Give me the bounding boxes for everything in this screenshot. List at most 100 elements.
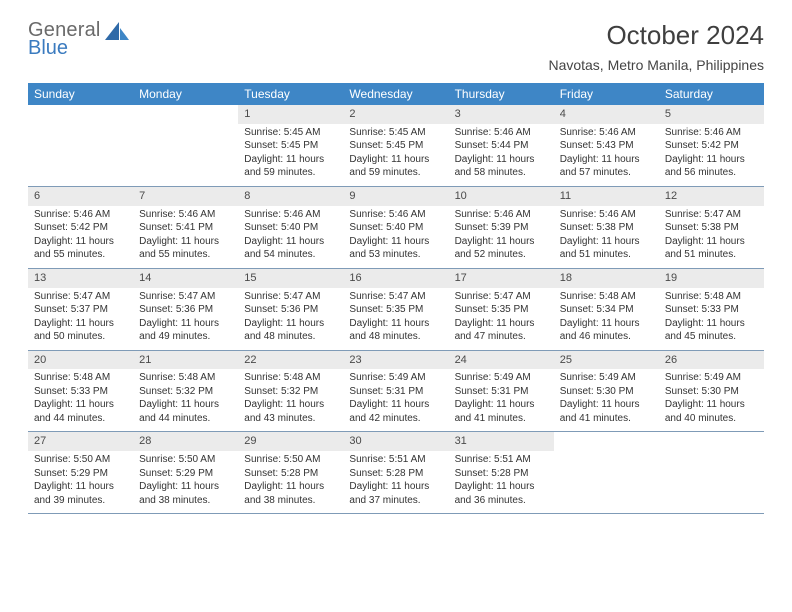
day-number: 26 — [659, 351, 764, 370]
sunset-text: Sunset: 5:28 PM — [244, 467, 337, 481]
sunset-text: Sunset: 5:41 PM — [139, 221, 232, 235]
brand-text: General Blue — [28, 20, 101, 58]
day-number: 11 — [554, 187, 659, 206]
calendar-cell: 16Sunrise: 5:47 AMSunset: 5:35 PMDayligh… — [343, 268, 448, 350]
calendar-cell: 7Sunrise: 5:46 AMSunset: 5:41 PMDaylight… — [133, 186, 238, 268]
daylight-text: Daylight: 11 hours and 51 minutes. — [560, 235, 653, 262]
day-body: Sunrise: 5:49 AMSunset: 5:30 PMDaylight:… — [554, 369, 659, 431]
sunrise-text: Sunrise: 5:46 AM — [349, 208, 442, 222]
daylight-text: Daylight: 11 hours and 39 minutes. — [34, 480, 127, 507]
sunrise-text: Sunrise: 5:47 AM — [244, 290, 337, 304]
calendar-cell-empty — [554, 432, 659, 514]
day-number: 25 — [554, 351, 659, 370]
calendar-cell: 23Sunrise: 5:49 AMSunset: 5:31 PMDayligh… — [343, 350, 448, 432]
day-body: Sunrise: 5:46 AMSunset: 5:38 PMDaylight:… — [554, 206, 659, 268]
calendar-cell-empty — [28, 105, 133, 186]
day-number: 14 — [133, 269, 238, 288]
daylight-text: Daylight: 11 hours and 38 minutes. — [244, 480, 337, 507]
sunset-text: Sunset: 5:40 PM — [349, 221, 442, 235]
day-body: Sunrise: 5:47 AMSunset: 5:38 PMDaylight:… — [659, 206, 764, 268]
day-body — [28, 125, 133, 181]
sunrise-text: Sunrise: 5:47 AM — [349, 290, 442, 304]
calendar-row: 27Sunrise: 5:50 AMSunset: 5:29 PMDayligh… — [28, 432, 764, 514]
sunrise-text: Sunrise: 5:47 AM — [665, 208, 758, 222]
day-number: 8 — [238, 187, 343, 206]
day-number: 4 — [554, 105, 659, 124]
sunrise-text: Sunrise: 5:46 AM — [34, 208, 127, 222]
day-body: Sunrise: 5:47 AMSunset: 5:36 PMDaylight:… — [133, 288, 238, 350]
day-body: Sunrise: 5:47 AMSunset: 5:35 PMDaylight:… — [449, 288, 554, 350]
day-number: 5 — [659, 105, 764, 124]
day-number: 20 — [28, 351, 133, 370]
sunrise-text: Sunrise: 5:49 AM — [665, 371, 758, 385]
calendar-cell-empty — [659, 432, 764, 514]
day-body: Sunrise: 5:50 AMSunset: 5:29 PMDaylight:… — [28, 451, 133, 513]
day-number: 22 — [238, 351, 343, 370]
calendar-body: 1Sunrise: 5:45 AMSunset: 5:45 PMDaylight… — [28, 105, 764, 514]
day-number: 19 — [659, 269, 764, 288]
day-body: Sunrise: 5:46 AMSunset: 5:44 PMDaylight:… — [449, 124, 554, 186]
sunrise-text: Sunrise: 5:51 AM — [349, 453, 442, 467]
calendar-cell: 9Sunrise: 5:46 AMSunset: 5:40 PMDaylight… — [343, 186, 448, 268]
sunset-text: Sunset: 5:43 PM — [560, 139, 653, 153]
day-number: 17 — [449, 269, 554, 288]
daylight-text: Daylight: 11 hours and 37 minutes. — [349, 480, 442, 507]
sunset-text: Sunset: 5:30 PM — [665, 385, 758, 399]
sunset-text: Sunset: 5:29 PM — [139, 467, 232, 481]
calendar-cell: 21Sunrise: 5:48 AMSunset: 5:32 PMDayligh… — [133, 350, 238, 432]
sunset-text: Sunset: 5:35 PM — [349, 303, 442, 317]
day-number: 9 — [343, 187, 448, 206]
day-body: Sunrise: 5:51 AMSunset: 5:28 PMDaylight:… — [449, 451, 554, 513]
calendar-cell: 20Sunrise: 5:48 AMSunset: 5:33 PMDayligh… — [28, 350, 133, 432]
day-number — [554, 432, 659, 452]
daylight-text: Daylight: 11 hours and 45 minutes. — [665, 317, 758, 344]
sunset-text: Sunset: 5:39 PM — [455, 221, 548, 235]
sunset-text: Sunset: 5:38 PM — [665, 221, 758, 235]
sunrise-text: Sunrise: 5:46 AM — [560, 126, 653, 140]
day-body: Sunrise: 5:48 AMSunset: 5:33 PMDaylight:… — [659, 288, 764, 350]
day-body: Sunrise: 5:47 AMSunset: 5:37 PMDaylight:… — [28, 288, 133, 350]
day-number: 24 — [449, 351, 554, 370]
daylight-text: Daylight: 11 hours and 43 minutes. — [244, 398, 337, 425]
sunrise-text: Sunrise: 5:50 AM — [139, 453, 232, 467]
day-number — [28, 105, 133, 125]
weekday-header: Tuesday — [238, 83, 343, 105]
month-title: October 2024 — [548, 20, 764, 51]
daylight-text: Daylight: 11 hours and 44 minutes. — [139, 398, 232, 425]
calendar-cell: 25Sunrise: 5:49 AMSunset: 5:30 PMDayligh… — [554, 350, 659, 432]
day-number — [659, 432, 764, 452]
sunrise-text: Sunrise: 5:50 AM — [244, 453, 337, 467]
day-number: 31 — [449, 432, 554, 451]
sunrise-text: Sunrise: 5:49 AM — [455, 371, 548, 385]
daylight-text: Daylight: 11 hours and 48 minutes. — [349, 317, 442, 344]
daylight-text: Daylight: 11 hours and 38 minutes. — [139, 480, 232, 507]
sunrise-text: Sunrise: 5:46 AM — [455, 126, 548, 140]
day-number — [133, 105, 238, 125]
sunrise-text: Sunrise: 5:46 AM — [455, 208, 548, 222]
sunset-text: Sunset: 5:33 PM — [34, 385, 127, 399]
sail-icon — [105, 22, 129, 44]
day-body: Sunrise: 5:46 AMSunset: 5:39 PMDaylight:… — [449, 206, 554, 268]
day-number: 21 — [133, 351, 238, 370]
sunset-text: Sunset: 5:45 PM — [349, 139, 442, 153]
calendar-cell: 14Sunrise: 5:47 AMSunset: 5:36 PMDayligh… — [133, 268, 238, 350]
day-body: Sunrise: 5:48 AMSunset: 5:33 PMDaylight:… — [28, 369, 133, 431]
sunrise-text: Sunrise: 5:48 AM — [139, 371, 232, 385]
day-body: Sunrise: 5:48 AMSunset: 5:34 PMDaylight:… — [554, 288, 659, 350]
calendar-table: SundayMondayTuesdayWednesdayThursdayFrid… — [28, 83, 764, 514]
daylight-text: Daylight: 11 hours and 41 minutes. — [560, 398, 653, 425]
sunset-text: Sunset: 5:45 PM — [244, 139, 337, 153]
weekday-header: Thursday — [449, 83, 554, 105]
calendar-page: General Blue October 2024 Navotas, Metro… — [0, 0, 792, 534]
brand-logo: General Blue — [28, 20, 129, 58]
daylight-text: Daylight: 11 hours and 48 minutes. — [244, 317, 337, 344]
weekday-header: Friday — [554, 83, 659, 105]
calendar-cell: 29Sunrise: 5:50 AMSunset: 5:28 PMDayligh… — [238, 432, 343, 514]
weekday-header: Saturday — [659, 83, 764, 105]
location-text: Navotas, Metro Manila, Philippines — [548, 57, 764, 73]
calendar-cell: 17Sunrise: 5:47 AMSunset: 5:35 PMDayligh… — [449, 268, 554, 350]
calendar-cell: 15Sunrise: 5:47 AMSunset: 5:36 PMDayligh… — [238, 268, 343, 350]
calendar-cell-empty — [133, 105, 238, 186]
daylight-text: Daylight: 11 hours and 54 minutes. — [244, 235, 337, 262]
day-body: Sunrise: 5:46 AMSunset: 5:40 PMDaylight:… — [238, 206, 343, 268]
